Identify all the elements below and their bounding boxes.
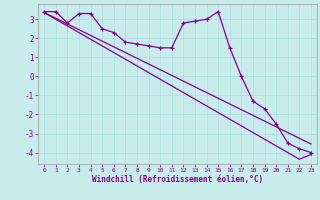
- X-axis label: Windchill (Refroidissement éolien,°C): Windchill (Refroidissement éolien,°C): [92, 175, 263, 184]
